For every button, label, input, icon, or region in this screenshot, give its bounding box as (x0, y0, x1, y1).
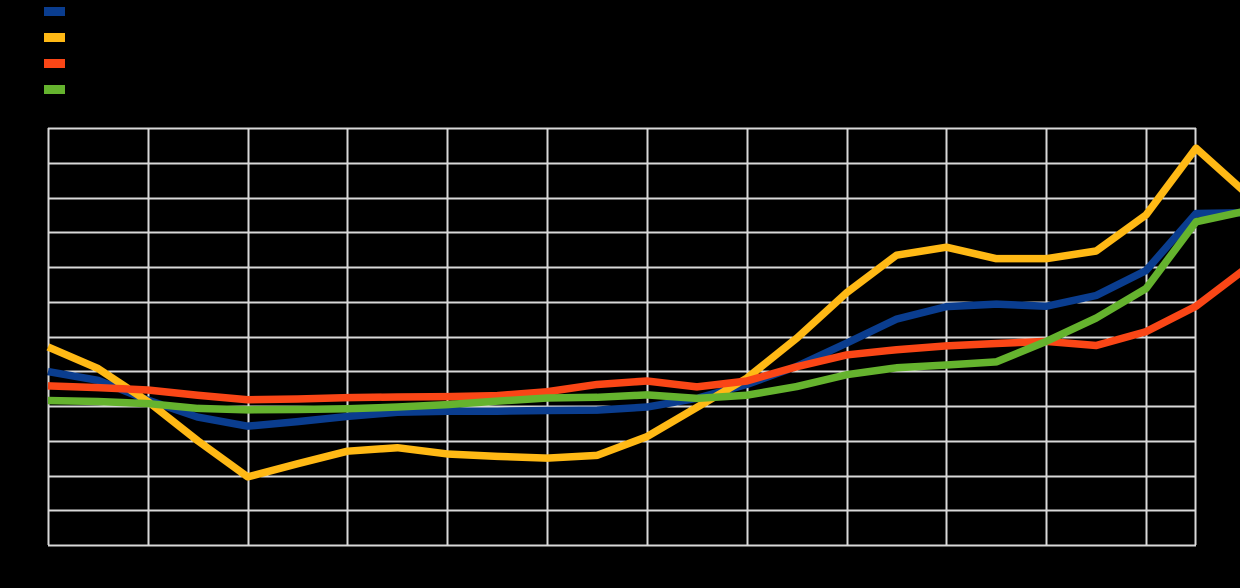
chart-series-line-1 (47, 209, 1240, 430)
chart-gridlines (47, 127, 1197, 547)
legend-swatch-orange (44, 58, 65, 68)
chart-plot-area (46, 127, 1240, 547)
legend-item-4[interactable] (44, 84, 75, 94)
chart-series-layer (46, 144, 1240, 481)
legend-swatch-yellow (44, 32, 65, 42)
legend-item-1[interactable] (44, 6, 75, 16)
legend-swatch-green (44, 84, 65, 94)
chart-series-line-2 (46, 144, 1240, 481)
chart-series-line-4 (47, 208, 1240, 414)
legend-item-2[interactable] (44, 32, 75, 42)
chart-legend (0, 0, 1240, 118)
legend-swatch-blue (44, 6, 65, 16)
legend-item-3[interactable] (44, 58, 75, 68)
